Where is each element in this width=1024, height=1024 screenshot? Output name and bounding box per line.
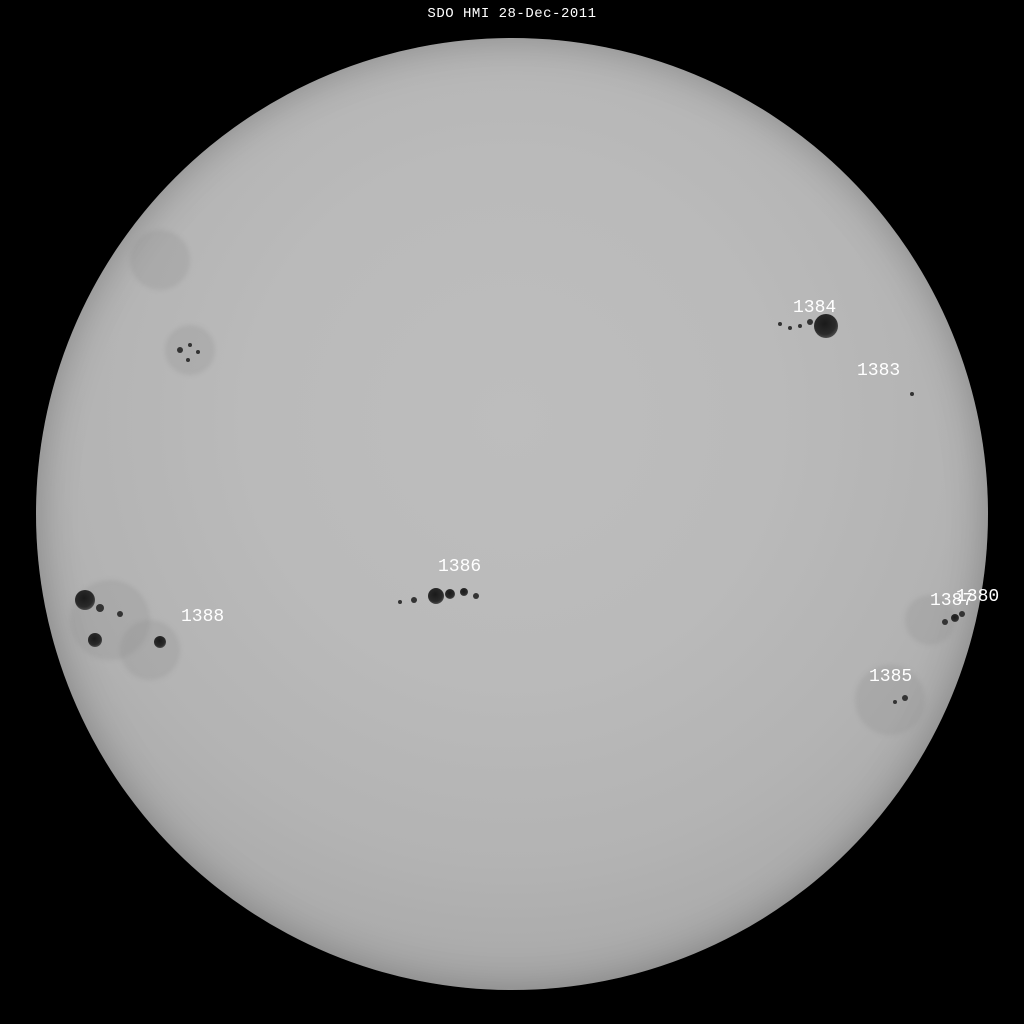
sunspot bbox=[910, 392, 914, 396]
sunspot bbox=[893, 700, 897, 704]
sunspot bbox=[411, 597, 417, 603]
sunspot bbox=[942, 619, 948, 625]
sunspot bbox=[75, 590, 95, 610]
sunspot bbox=[951, 614, 959, 622]
region-label-1388: 1388 bbox=[181, 607, 224, 627]
image-title: SDO HMI 28-Dec-2011 bbox=[0, 6, 1024, 22]
sunspot bbox=[798, 324, 802, 328]
region-label-1385: 1385 bbox=[869, 667, 912, 687]
solar-disk bbox=[36, 38, 988, 990]
sunspot bbox=[445, 589, 455, 599]
plage-region bbox=[130, 230, 190, 290]
region-label-1384: 1384 bbox=[793, 298, 836, 318]
plage-region bbox=[120, 620, 180, 680]
sunspot bbox=[959, 611, 965, 617]
plage-region bbox=[165, 325, 215, 375]
sunspot bbox=[807, 319, 813, 325]
region-label-1383: 1383 bbox=[857, 361, 900, 381]
sunspot bbox=[428, 588, 444, 604]
sunspot bbox=[778, 322, 782, 326]
sunspot bbox=[117, 611, 123, 617]
region-label-1386: 1386 bbox=[438, 557, 481, 577]
sunspot bbox=[398, 600, 402, 604]
region-label-1387: 1387 bbox=[930, 591, 973, 611]
sunspot bbox=[196, 350, 200, 354]
sunspot bbox=[788, 326, 792, 330]
sunspot bbox=[902, 695, 908, 701]
sunspot bbox=[154, 636, 166, 648]
sunspot bbox=[460, 588, 468, 596]
sunspot bbox=[88, 633, 102, 647]
solar-image-root: SDO HMI 28-Dec-2011 13841383138613881380… bbox=[0, 0, 1024, 1024]
sunspot bbox=[96, 604, 104, 612]
sunspot bbox=[473, 593, 479, 599]
sunspot bbox=[188, 343, 192, 347]
sunspot bbox=[177, 347, 183, 353]
sunspot bbox=[186, 358, 190, 362]
